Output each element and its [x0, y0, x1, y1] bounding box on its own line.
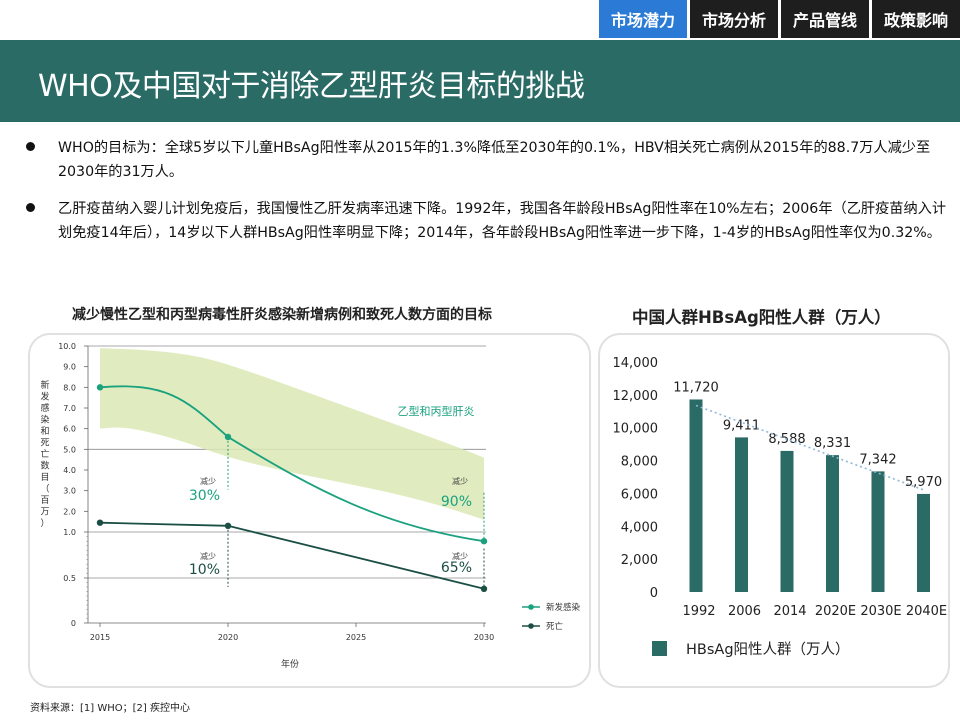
legend-marker	[528, 623, 534, 629]
line-chart-y-tick-label: 4.0	[63, 466, 76, 475]
band-label: 乙型和丙型肝炎	[398, 404, 475, 418]
top-nav: 市场潜力 市场分析 产品管线 政策影响	[596, 0, 960, 38]
bar-chart-title: 中国人群HBsAg阳性人群（万人）	[632, 308, 891, 327]
bar-chart-x-tick-label: 1992	[682, 604, 715, 619]
bar	[871, 471, 885, 592]
bar-value-label: 9,411	[723, 418, 760, 433]
series-line-new-infections	[99, 385, 485, 543]
line-chart-y-tick-label: 7.0	[63, 404, 76, 413]
line-chart-x-tick-label: 2030	[474, 633, 494, 642]
bar-chart-y-tick-label: 0	[650, 586, 658, 601]
line-chart-x-tick-label: 2020	[218, 633, 238, 642]
line-chart-y-label-char: 死	[40, 438, 49, 449]
bar-legend-label: HBsAg阳性人群（万人）	[686, 641, 850, 658]
bar-trendline	[695, 404, 924, 491]
bar-chart-x-tick-label: 2006	[728, 604, 761, 619]
bar-chart-x-tick-label: 2014	[773, 604, 806, 619]
bar-chart-x-tick-label: 2020E	[815, 604, 856, 619]
bar-value-label: 8,331	[814, 436, 851, 451]
line-chart-y-label-char: 感	[40, 402, 49, 414]
title-banner: WHO及中国对于消除乙型肝炎目标的挑战	[0, 40, 960, 122]
bar-value-label: 7,342	[859, 452, 896, 467]
bar-chart-y-tick-label: 4,000	[621, 520, 658, 535]
uncertainty-band	[100, 348, 484, 520]
page-title: WHO及中国对于消除乙型肝炎目标的挑战	[38, 69, 585, 104]
bullet-text: WHO的目标为：全球5岁以下儿童HBsAg阳性率从2015年的1.3%降低至20…	[58, 140, 931, 180]
annotation-label: 减少	[200, 551, 216, 561]
bullet-list: WHO的目标为：全球5岁以下儿童HBsAg阳性率从2015年的1.3%降低至20…	[26, 136, 946, 258]
legend-label: 新发感染	[546, 602, 581, 613]
line-chart-y-tick-label: 6.0	[63, 425, 76, 434]
line-chart-y-label-char: 目	[40, 472, 49, 483]
line-chart-y-label-char: 染	[40, 414, 49, 426]
bar-chart-x-tick-label: 2040E	[906, 604, 947, 619]
line-chart-y-label-char: 万	[40, 508, 49, 518]
line-chart-y-label-char: ）	[40, 518, 49, 529]
annotation-label: 减少	[200, 476, 216, 486]
line-chart-y-tick-label: 1.0	[63, 528, 76, 537]
line-chart-y-label-char: 数	[40, 460, 49, 472]
bar-chart-y-tick-label: 6,000	[621, 487, 658, 502]
bar	[826, 455, 839, 592]
bullet-text: 乙肝疫苗纳入婴儿计划免疫后，我国慢性乙肝发病率迅速下降。1992年，我国各年龄段…	[58, 201, 947, 241]
line-chart-x-label: 年份	[281, 658, 299, 670]
bar-value-label: 11,720	[673, 380, 719, 395]
legend-marker	[528, 604, 534, 610]
bar	[735, 437, 748, 592]
annotation-value: 30%	[189, 488, 220, 504]
bar-chart-y-tick-label: 14,000	[613, 356, 659, 371]
bar-value-label: 5,970	[905, 475, 942, 490]
bar-chart-y-tick-label: 12,000	[613, 389, 659, 404]
line-chart-x-tick-label: 2025	[346, 633, 366, 642]
line-chart-y-label-char: 亡	[40, 448, 49, 460]
line-chart-y-label-char: 和	[40, 426, 49, 437]
bullet-item: 乙肝疫苗纳入婴儿计划免疫后，我国慢性乙肝发病率迅速下降。1992年，我国各年龄段…	[26, 197, 946, 245]
line-chart-y-tick-label: 0.5	[63, 574, 76, 583]
nav-tab-4[interactable]: 政策影响	[871, 0, 960, 38]
line-chart-y-label-char: 新	[40, 379, 49, 391]
series-point-new-infections	[224, 433, 232, 441]
line-chart-y-tick-label: 0	[71, 619, 76, 628]
bullet-item: WHO的目标为：全球5岁以下儿童HBsAg阳性率从2015年的1.3%降低至20…	[26, 136, 946, 184]
line-chart-title: 减少慢性乙型和丙型病毒性肝炎感染新增病例和致死人数方面的目标	[72, 307, 492, 323]
line-chart-y-label-char: （	[40, 484, 49, 495]
bar	[780, 450, 794, 592]
nav-tab-3[interactable]: 产品管线	[780, 0, 869, 38]
line-chart-y-tick-label: 9.0	[63, 363, 76, 372]
line-chart-y-tick-label: 8.0	[63, 383, 76, 392]
bar-chart-panel	[598, 333, 950, 688]
line-chart-y-label-char: 发	[40, 391, 49, 403]
bar-chart-y-tick-label: 8,000	[621, 455, 658, 470]
bar-chart-y-tick-label: 2,000	[621, 553, 658, 568]
bar-chart-y-tick-label: 10,000	[613, 422, 659, 437]
bullet-dot-icon	[26, 203, 35, 212]
line-chart-y-tick-label: 3.0	[63, 487, 76, 496]
annotation-value: 90%	[441, 494, 472, 510]
series-line-deaths	[99, 521, 485, 590]
line-chart-y-label-char: 百	[40, 495, 49, 506]
legend-label: 死亡	[546, 621, 564, 632]
series-point-deaths	[96, 519, 104, 526]
line-chart-y-tick-label: 10.0	[58, 342, 76, 351]
bar-chart-x-tick-label: 2030E	[860, 604, 901, 619]
nav-tab-2[interactable]: 市场分析	[689, 0, 778, 38]
nav-tab-1[interactable]: 市场潜力	[598, 0, 687, 38]
bullet-dot-icon	[26, 142, 35, 151]
line-chart-y-tick-label: 5.0	[63, 445, 76, 454]
annotation-value: 10%	[189, 562, 220, 578]
line-chart-x-tick-label: 2015	[90, 633, 110, 642]
series-point-new-infections	[96, 384, 104, 391]
bar	[689, 399, 703, 592]
annotation-label: 减少	[452, 476, 468, 486]
source-note: 资料来源：[1] WHO；[2] 疾控中心	[30, 703, 190, 714]
annotation-label: 减少	[452, 551, 468, 561]
annotation-value: 65%	[441, 560, 472, 576]
bar-legend-swatch	[652, 641, 667, 656]
bar-value-label: 8,588	[768, 432, 805, 447]
line-chart-y-tick-label: 2.0	[63, 507, 76, 516]
bar	[917, 493, 930, 592]
